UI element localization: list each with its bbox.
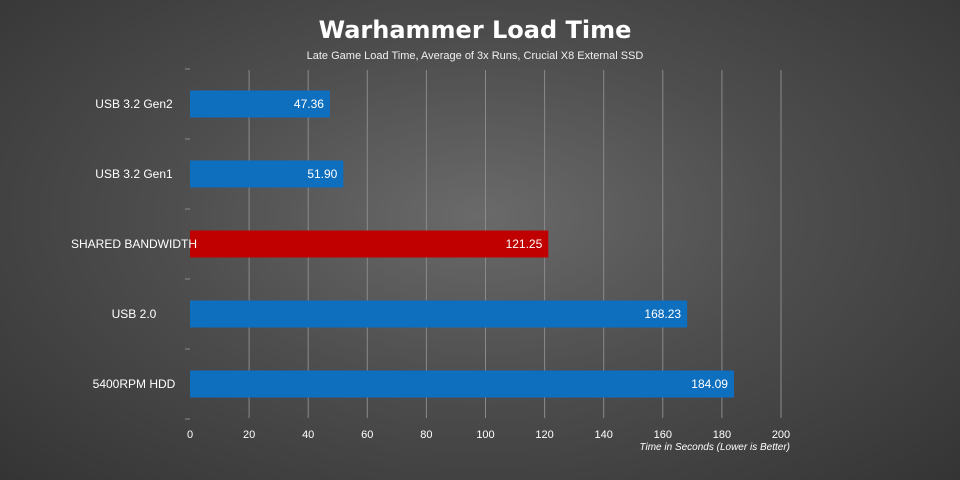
bar (190, 230, 549, 258)
bar-value-label: 184.09 (691, 377, 728, 391)
x-tick-label: 120 (535, 429, 553, 441)
bar-value-label: 121.25 (506, 237, 543, 251)
bar-value-label: 51.90 (307, 167, 337, 181)
x-tick-label: 0 (187, 429, 193, 441)
category-label: USB 3.2 Gen1 (95, 167, 173, 181)
x-tick-label: 140 (595, 429, 613, 441)
chart-subtitle: Late Game Load Time, Average of 3x Runs,… (307, 50, 644, 62)
bar-value-label: 168.23 (644, 307, 681, 321)
x-tick-label: 80 (420, 429, 432, 441)
category-labels: USB 3.2 Gen2 USB 3.2 Gen1 SHARED BANDWIDTH… (71, 97, 197, 391)
bar (190, 300, 688, 328)
category-label: USB 3.2 Gen2 (95, 97, 173, 111)
x-tick-label: 180 (713, 429, 731, 441)
category-label: USB 2.0 (112, 307, 157, 321)
category-label: SHARED BANDWIDTH (71, 237, 197, 251)
chart-title: Warhammer Load Time (319, 16, 632, 44)
x-tick-label: 40 (302, 429, 314, 441)
bar (190, 370, 734, 398)
bar (190, 160, 344, 188)
bar (190, 90, 330, 118)
x-tick-label: 160 (654, 429, 672, 441)
x-tick-label: 60 (361, 429, 373, 441)
x-tick-label: 20 (243, 429, 255, 441)
x-axis-label: Time in Seconds (Lower is Better) (639, 442, 790, 453)
category-label: 5400RPM HDD (93, 377, 176, 391)
bar-value-label: 47.36 (294, 97, 324, 111)
x-tick-label: 100 (476, 429, 494, 441)
x-tick-label: 200 (772, 429, 790, 441)
x-axis-ticks: 0 20 40 60 80 100 120 140 160 180 200 (187, 429, 790, 441)
bars: 47.36 51.90 121.25 168.23 184.09 (190, 90, 734, 398)
